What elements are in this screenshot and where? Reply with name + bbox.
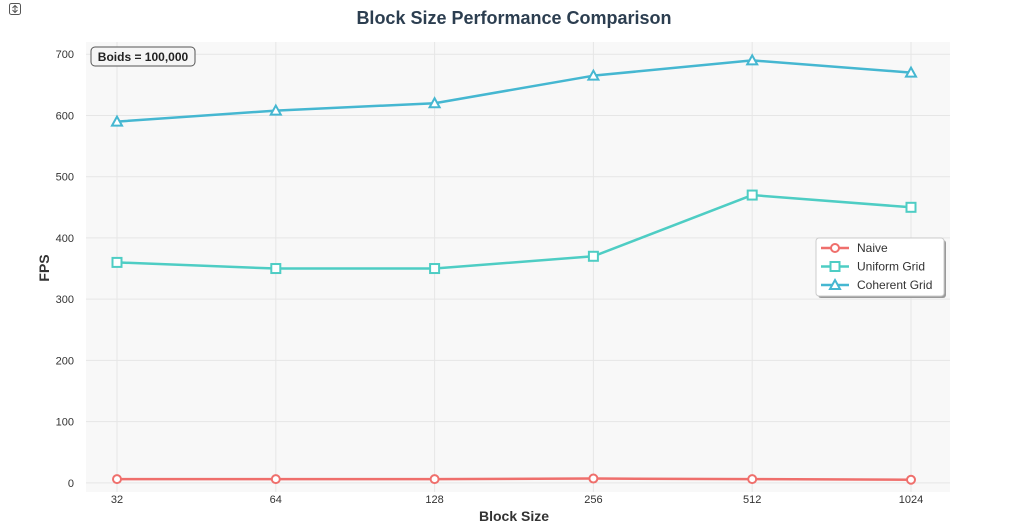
legend-item: Coherent Grid	[821, 277, 932, 292]
data-point-uniform-grid	[111, 256, 123, 268]
x-tick-label: 512	[743, 494, 761, 506]
annotation-box: Boids = 100,000	[90, 46, 196, 67]
series-uniform-grid	[111, 189, 917, 275]
series-line-coherent-grid	[116, 59, 912, 123]
series-line-naive	[117, 477, 912, 482]
y-tick-label: 300	[56, 294, 74, 306]
grid-lines	[86, 42, 950, 492]
annotation-text: Boids = 100,000	[98, 50, 189, 64]
data-point-naive	[747, 474, 758, 485]
chart-title: Block Size Performance Comparison	[356, 8, 671, 28]
data-point-coherent-grid	[745, 53, 759, 66]
legend-marker	[830, 243, 840, 253]
series-coherent-grid	[110, 53, 918, 127]
x-tick-label: 1024	[899, 494, 923, 506]
legend-label: Coherent Grid	[857, 278, 932, 292]
data-point-coherent-grid	[904, 65, 918, 78]
data-point-uniform-grid	[270, 263, 282, 275]
data-point-naive	[112, 474, 122, 485]
data-point-naive	[588, 473, 599, 484]
legend: Naive Uniform Grid Coherent Grid	[815, 237, 946, 298]
data-point-naive	[429, 474, 440, 485]
y-tick-label: 500	[56, 172, 74, 184]
data-point-uniform-grid	[905, 201, 917, 213]
data-point-coherent-grid	[110, 114, 124, 127]
y-tick-label: 600	[56, 110, 74, 122]
series-lines	[110, 53, 918, 485]
x-tick-label: 128	[425, 494, 443, 506]
y-axis-label: FPS	[36, 254, 52, 281]
data-point-coherent-grid	[269, 103, 283, 116]
y-tick-label: 400	[56, 233, 74, 245]
data-point-coherent-grid	[586, 68, 601, 81]
series-line-uniform-grid	[116, 193, 912, 270]
data-point-uniform-grid	[587, 250, 599, 262]
x-tick-label: 256	[584, 494, 602, 506]
x-axis-label: Block Size	[479, 508, 549, 524]
y-tick-label: 0	[68, 478, 74, 490]
data-point-coherent-grid	[427, 96, 442, 109]
legend-box	[815, 237, 945, 297]
legend-label: Uniform Grid	[857, 260, 925, 274]
legend-item: Uniform Grid	[821, 260, 925, 274]
legend-item: Naive	[821, 241, 888, 255]
legend-marker	[828, 277, 842, 290]
x-tick-label: 32	[111, 494, 123, 506]
y-tick-label: 100	[56, 417, 74, 429]
data-point-uniform-grid	[746, 189, 758, 201]
data-point-naive	[906, 474, 916, 485]
legend-marker	[829, 261, 841, 272]
legend-label: Naive	[857, 241, 888, 255]
expand-icon[interactable]	[8, 2, 22, 16]
data-point-uniform-grid	[429, 263, 441, 275]
y-tick-label: 700	[56, 49, 74, 61]
y-tick-label: 200	[56, 355, 74, 367]
data-point-naive	[270, 474, 281, 485]
x-tick-label: 64	[270, 494, 282, 506]
series-naive	[112, 473, 916, 485]
axis-ticks: 0 100 200 300 400 500 600 700 32 64 128 256 512 1024	[56, 49, 924, 506]
